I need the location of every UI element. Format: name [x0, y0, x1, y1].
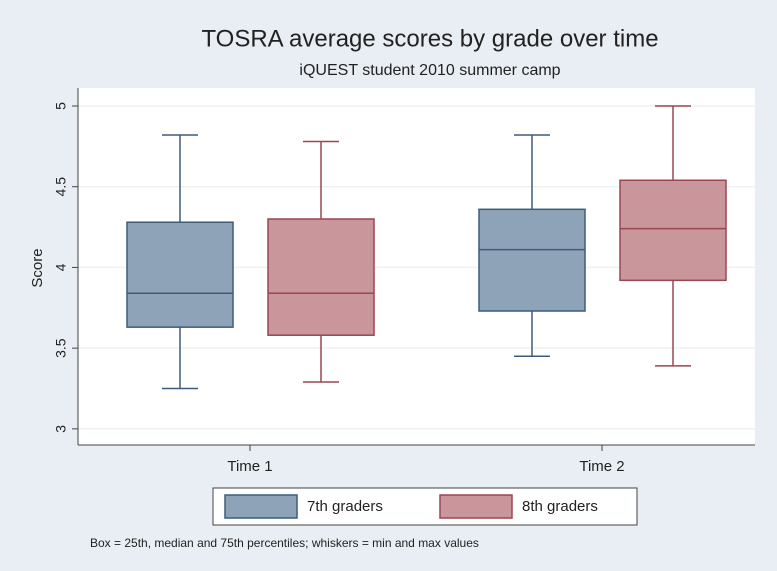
- chart-title: TOSRA average scores by grade over time: [201, 25, 658, 52]
- y-tick-label: 3: [53, 425, 69, 433]
- box: [267, 218, 375, 336]
- y-tick-label: 3.5: [53, 338, 69, 358]
- chart-subtitle: iQUEST student 2010 summer camp: [299, 62, 560, 79]
- legend-swatch: [224, 494, 298, 519]
- y-axis-label: Score: [29, 248, 46, 287]
- box: [126, 221, 234, 328]
- y-tick-label: 4: [53, 263, 69, 271]
- note: Box = 25th, median and 75th percentiles;…: [90, 536, 479, 550]
- legend-label: 8th graders: [522, 498, 598, 515]
- x-tick-label: Time 1: [227, 458, 272, 475]
- y-tick-label: 4.5: [53, 177, 69, 197]
- y-tick-label: 5: [53, 102, 69, 110]
- box: [478, 208, 586, 312]
- legend-label: 7th graders: [307, 498, 383, 515]
- legend-swatch: [439, 494, 513, 519]
- x-tick-label: Time 2: [579, 458, 624, 475]
- box: [619, 179, 727, 282]
